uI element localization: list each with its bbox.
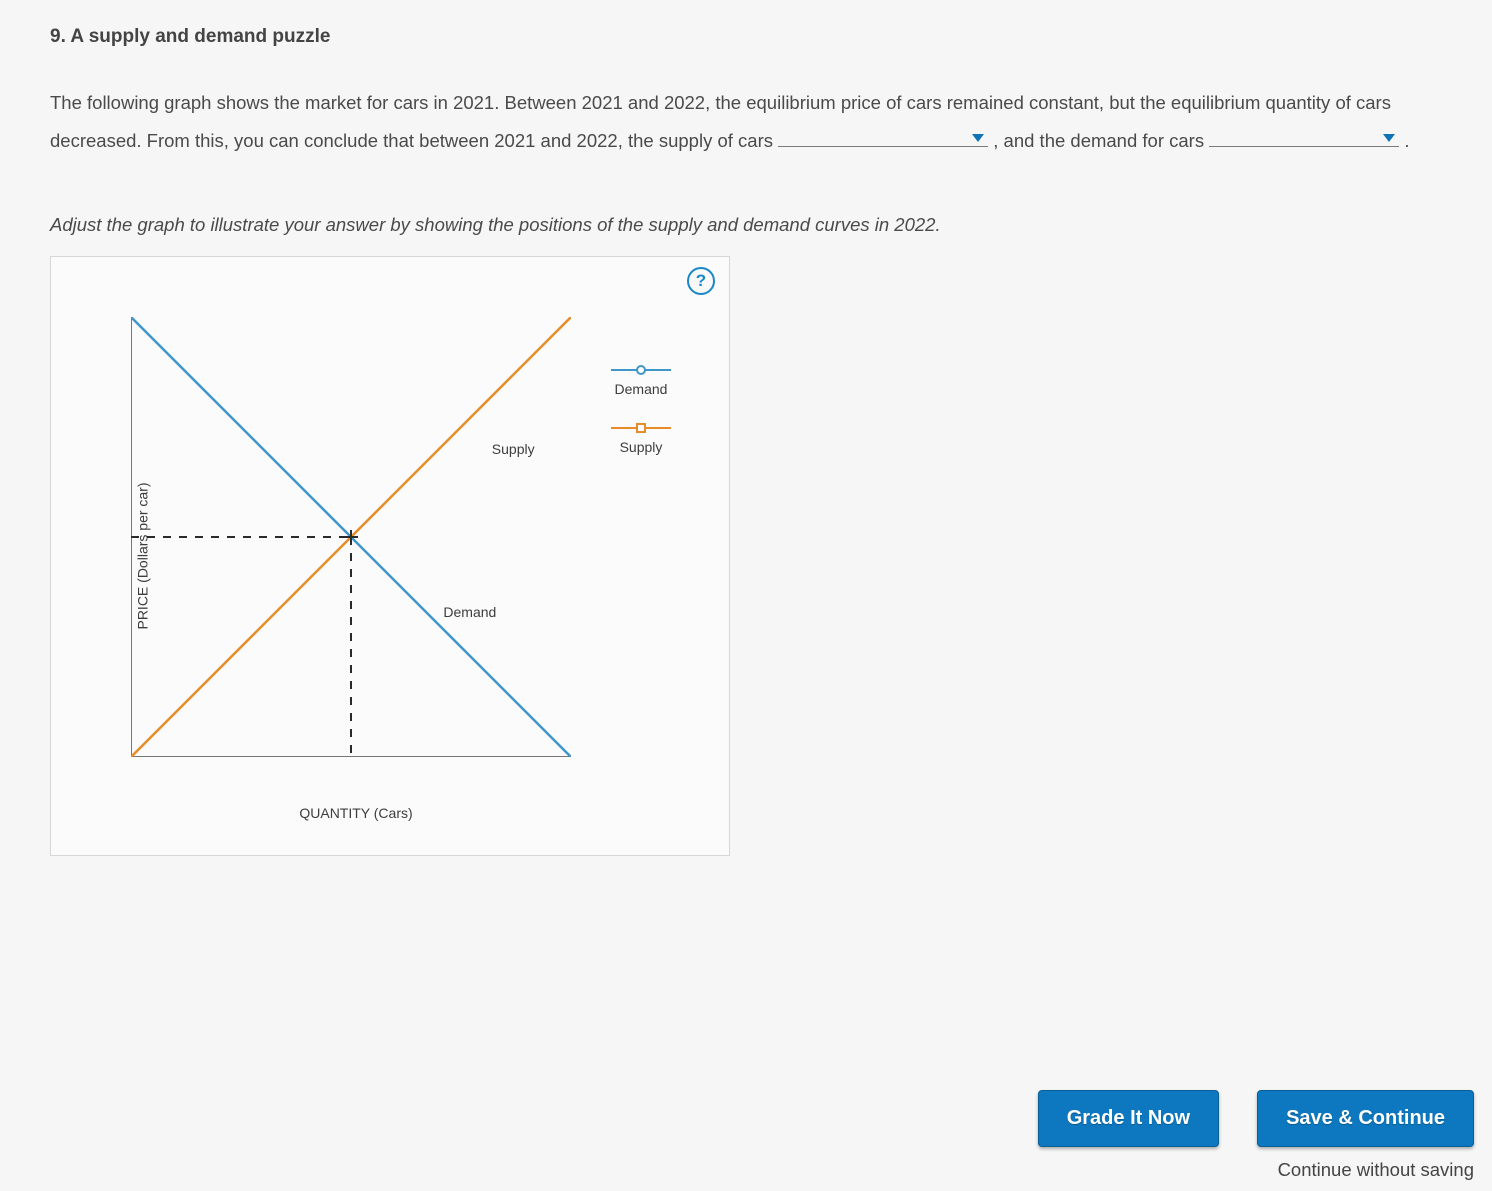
legend-supply-line [611, 427, 671, 429]
legend-supply-label: Supply [591, 439, 691, 455]
demand-curve-label: Demand [443, 604, 496, 620]
help-icon[interactable]: ? [687, 267, 715, 295]
continue-without-saving-link[interactable]: Continue without saving [1278, 1159, 1474, 1181]
circle-marker-icon [636, 365, 646, 375]
caret-down-icon [972, 134, 984, 142]
question-page: 9. A supply and demand puzzle The follow… [0, 0, 1492, 1191]
button-row: Grade It Now Save & Continue [1038, 1090, 1474, 1147]
chart-svg[interactable] [131, 317, 571, 757]
demand-blank-dropdown[interactable] [1209, 127, 1399, 147]
grade-it-now-button[interactable]: Grade It Now [1038, 1090, 1219, 1147]
supply-curve-label: Supply [492, 441, 535, 457]
x-axis-label: QUANTITY (Cars) [299, 805, 412, 821]
chart-legend: Demand Supply [591, 369, 691, 485]
legend-supply[interactable]: Supply [591, 427, 691, 455]
supply-demand-graph[interactable]: ? PRICE (Dollars per car) Supply Demand … [50, 256, 730, 856]
supply-blank-dropdown[interactable] [778, 127, 988, 147]
legend-demand[interactable]: Demand [591, 369, 691, 397]
question-text-part3: . [1404, 130, 1409, 151]
legend-demand-label: Demand [591, 381, 691, 397]
graph-instruction: Adjust the graph to illustrate your answ… [50, 214, 1442, 236]
caret-down-icon [1383, 134, 1395, 142]
save-continue-button[interactable]: Save & Continue [1257, 1090, 1474, 1147]
question-title: 9. A supply and demand puzzle [50, 26, 1442, 48]
legend-demand-line [611, 369, 671, 371]
footer: Grade It Now Save & Continue Continue wi… [1038, 1090, 1474, 1181]
square-marker-icon [636, 423, 646, 433]
question-text-part2: , and the demand for cars [993, 130, 1209, 151]
question-body: The following graph shows the market for… [50, 84, 1442, 160]
